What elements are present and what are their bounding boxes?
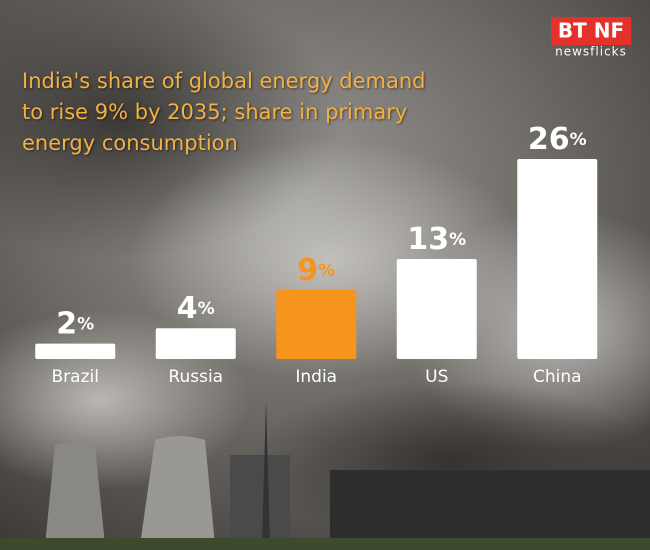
logo-box — [551, 17, 631, 45]
logo-sub: newsflicks — [555, 45, 627, 59]
building — [330, 470, 650, 550]
x-tick-label: US — [425, 367, 448, 387]
ground — [0, 538, 650, 550]
chart-title: India's share of global energy demand to… — [22, 69, 426, 155]
x-tick-label: Russia — [168, 367, 223, 387]
bar — [276, 289, 357, 359]
cooling-tower — [45, 441, 105, 545]
x-tick-label: India — [295, 367, 337, 387]
building — [230, 455, 290, 545]
x-tick-label: China — [533, 367, 582, 387]
value-label: 13% — [407, 222, 466, 257]
value-label: 26% — [528, 122, 587, 157]
pylon — [262, 400, 270, 545]
value-label: 4% — [177, 291, 215, 326]
logo-brand: BT NF — [558, 19, 624, 43]
bar — [155, 328, 236, 359]
bar — [396, 259, 477, 359]
value-label: 2% — [56, 306, 94, 341]
cooling-tower — [140, 436, 215, 545]
bar — [35, 343, 116, 359]
bar — [517, 159, 598, 359]
value-label: 9% — [297, 252, 335, 287]
x-tick-label: Brazil — [52, 367, 99, 387]
